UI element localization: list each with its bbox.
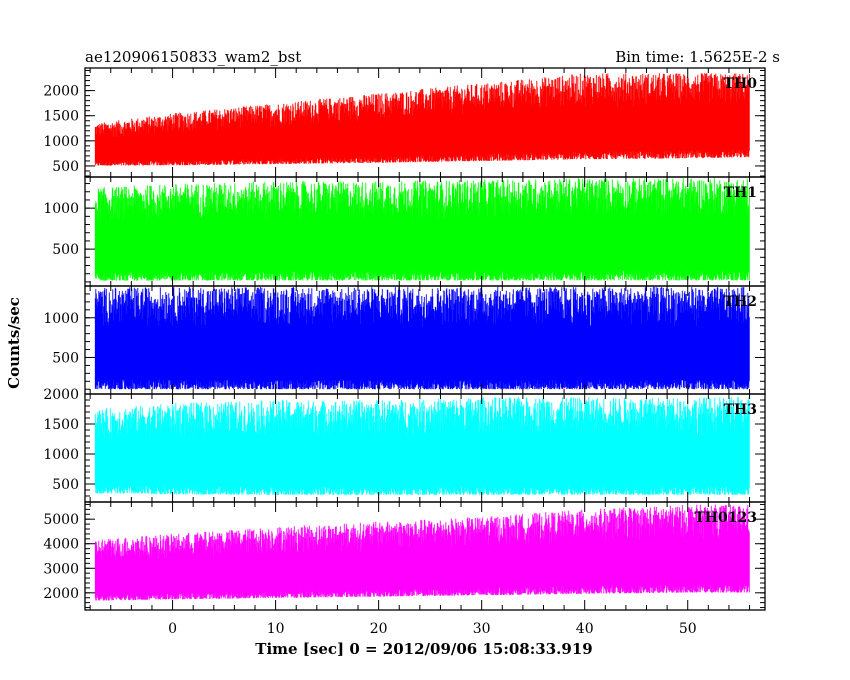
y-tick-label: 500 [52,159,79,175]
panel-th1: 500 1000 TH1 [43,176,766,287]
series-th0 [94,73,750,166]
chart-title: ae120906150833_wam2_bst [85,48,301,66]
panel-th0123: 2000 3000 4000 5000 TH0123 [43,501,766,611]
x-tick-label: 40 [576,621,594,637]
series-th1 [94,178,750,281]
y-tick-label: 1000 [43,134,79,150]
series-th3 [94,397,750,495]
y-tick-label: 4000 [43,537,79,553]
y-tick-label: 1000 [43,447,79,463]
panel-label: TH1 [724,185,757,201]
y-tick-label: 5000 [43,512,79,528]
y-tick-label: 3000 [43,561,79,577]
x-tick-label: 30 [473,621,491,637]
bin-time-label: Bin time: 1.5625E-2 s [615,48,780,66]
y-tick-label: 1000 [43,311,79,327]
y-tick-label: 500 [52,350,79,366]
panel-th3: 500 1000 1500 2000 TH3 [43,387,766,503]
y-tick-label: 1500 [43,109,79,125]
series-th0123 [94,504,750,601]
x-tick-label: 0 [168,621,177,637]
y-tick-label: 1500 [43,417,79,433]
series-th2 [94,286,750,390]
y-axis-label: Counts/sec [5,297,23,389]
y-tick-label: 1000 [43,201,79,217]
panel-th2: 500 1000 TH2 [43,285,766,395]
panel-label: TH3 [724,402,757,418]
panel-label: TH0 [724,76,758,92]
y-tick-label: 2000 [43,84,79,100]
y-tick-label: 500 [52,477,79,493]
panel-label: TH0123 [694,510,757,526]
x-axis-label: Time [sec] 0 = 2012/09/06 15:08:33.919 [255,640,592,658]
panel-label: TH2 [724,294,757,310]
x-tick-label: 10 [267,621,285,637]
y-tick-label: 2000 [43,387,79,403]
panel-th0: 500 1000 1500 2000 TH0 [43,67,766,178]
x-axis: 0 10 20 30 40 50 [168,621,697,637]
x-tick-label: 20 [370,621,388,637]
y-tick-label: 500 [52,242,79,258]
x-tick-label: 50 [679,621,697,637]
y-tick-label: 2000 [43,586,79,602]
